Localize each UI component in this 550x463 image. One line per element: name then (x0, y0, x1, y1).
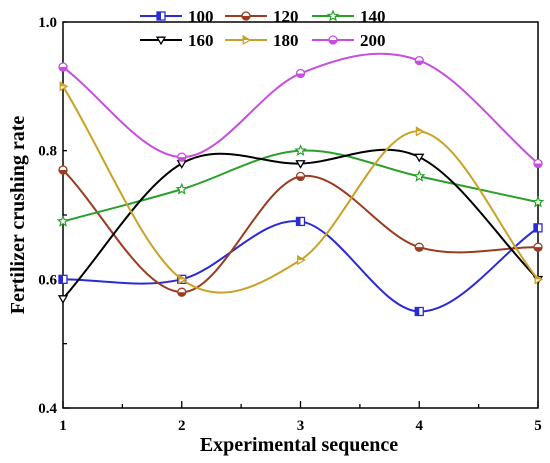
series-200 (58, 52, 543, 169)
data-point-140-5 (531, 195, 545, 208)
data-point-200-5 (533, 158, 543, 169)
legend-marker (155, 36, 167, 46)
y-tick-label: 0.8 (38, 144, 57, 160)
legend-item-100: 100 (140, 7, 214, 26)
data-point-180-4 (415, 126, 425, 137)
series-180 (59, 81, 544, 294)
data-point-140-4 (413, 169, 426, 182)
legend-item-160: 160 (140, 31, 214, 50)
data-point-140-3 (294, 144, 307, 156)
y-tick-label: 0.4 (38, 401, 57, 417)
data-point-120-3 (295, 171, 306, 182)
series-layer (56, 52, 545, 317)
legend-marker (156, 11, 166, 21)
data-point-180-2 (178, 274, 188, 285)
legend-marker (326, 9, 340, 22)
x-axis-label: Experimental sequence (200, 434, 398, 456)
axes: 0.4 0.6 0.8 1.0 1 2 3 4 5 (38, 15, 542, 434)
data-point-100-5 (533, 223, 543, 233)
data-point-200-2 (177, 152, 187, 162)
plot-frame (62, 21, 539, 409)
x-tick-label: 5 (534, 418, 542, 434)
legend: 100 120 140 160 180 200 (140, 7, 386, 50)
data-point-100-1 (58, 274, 68, 284)
legend-marker (328, 35, 338, 45)
legend-item-200: 200 (312, 31, 386, 50)
data-point-120-5 (533, 242, 543, 252)
legend-marker (242, 34, 252, 46)
data-point-180-3 (297, 254, 306, 266)
legend-marker (241, 11, 251, 21)
series-line-100 (62, 220, 539, 313)
legend-label: 200 (360, 31, 386, 50)
data-point-140-2 (175, 182, 189, 195)
data-point-120-2 (177, 287, 187, 297)
x-tick-label: 4 (416, 418, 424, 434)
y-axis-label: Fertilizer crushing rate (7, 116, 29, 315)
data-point-200-3 (295, 68, 306, 79)
x-tick-label: 1 (59, 418, 67, 434)
y-tick-label: 0.6 (38, 272, 57, 288)
legend-item-120: 120 (225, 7, 299, 26)
legend-item-140: 140 (312, 7, 386, 26)
legend-label: 140 (360, 7, 386, 26)
legend-label: 100 (188, 7, 214, 26)
legend-label: 120 (273, 7, 299, 26)
data-point-160-3 (295, 160, 306, 169)
legend-item-180: 180 (225, 31, 299, 50)
data-point-200-1 (58, 62, 68, 72)
series-100 (58, 216, 543, 317)
data-point-100-3 (295, 216, 306, 227)
data-point-100-4 (414, 306, 424, 317)
y-tick-label: 1.0 (38, 15, 57, 31)
series-120 (58, 165, 543, 297)
x-tick-label: 2 (178, 418, 186, 434)
data-point-120-1 (58, 165, 68, 175)
data-point-160-1 (57, 295, 69, 304)
data-point-180-5 (534, 274, 544, 285)
legend-label: 180 (273, 31, 299, 50)
data-point-200-4 (414, 55, 424, 66)
data-point-180-1 (59, 81, 69, 92)
data-point-120-4 (414, 242, 424, 252)
data-point-140-1 (56, 214, 70, 227)
series-line-120 (62, 169, 539, 294)
x-tick-label: 3 (297, 418, 305, 434)
data-point-160-4 (414, 153, 425, 163)
legend-label: 160 (188, 31, 214, 50)
